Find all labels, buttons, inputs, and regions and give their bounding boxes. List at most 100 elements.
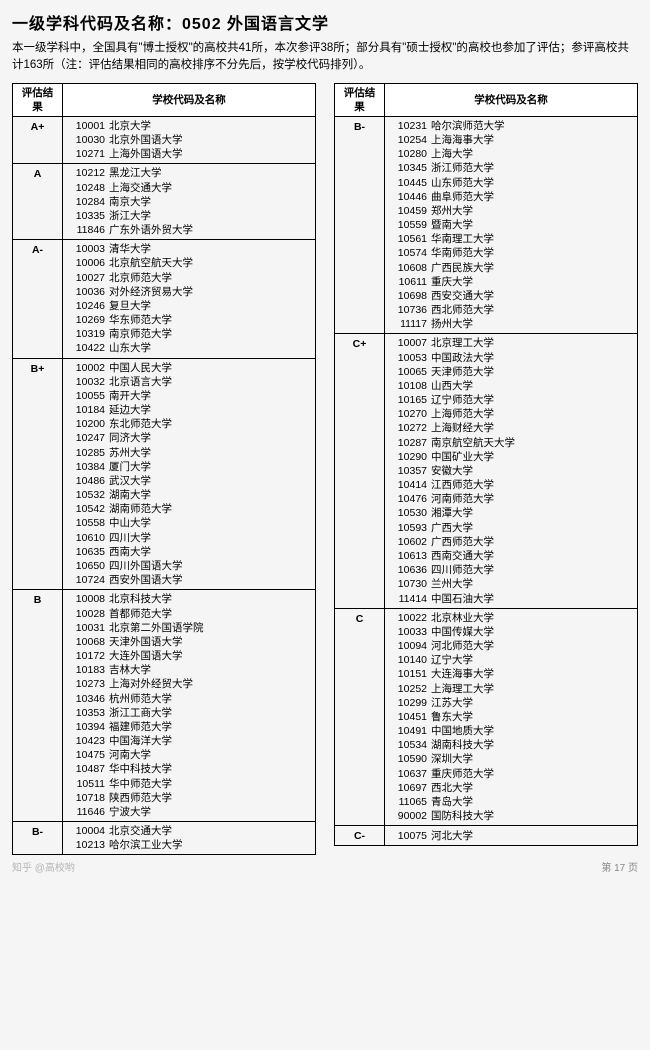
school-row: 10273上海对外经贸大学 xyxy=(69,677,309,691)
school-row: 10172大连外国语大学 xyxy=(69,649,309,663)
school-row: 10319南京师范大学 xyxy=(69,327,309,341)
school-row: 10068天津外国语大学 xyxy=(69,635,309,649)
school-row: 10108山西大学 xyxy=(391,379,631,393)
school-row: 11065青岛大学 xyxy=(391,795,631,809)
school-row: 10140辽宁大学 xyxy=(391,653,631,667)
school-row: 10697西北大学 xyxy=(391,781,631,795)
footer: 知乎 @高校哟 第 17 页 xyxy=(12,859,638,874)
right-table: 评估结果 学校代码及名称 B-10231哈尔滨师范大学10254上海海事大学10… xyxy=(334,83,638,847)
school-row: 10003清华大学 xyxy=(69,242,309,256)
school-row: 10252上海理工大学 xyxy=(391,682,631,696)
school-row: 10028首都师范大学 xyxy=(69,607,309,621)
school-row: 10534湖南科技大学 xyxy=(391,738,631,752)
school-row: 10561华南理工大学 xyxy=(391,232,631,246)
school-row: 10698西安交通大学 xyxy=(391,289,631,303)
school-row: 10183吉林大学 xyxy=(69,663,309,677)
school-row: 10032北京语言大学 xyxy=(69,375,309,389)
page-number: 第 17 页 xyxy=(601,859,638,874)
school-row: 10269华东师范大学 xyxy=(69,313,309,327)
grade-cell: A- xyxy=(13,240,63,358)
school-row: 10053中国政法大学 xyxy=(391,351,631,365)
school-row: 10031北京第二外国语学院 xyxy=(69,621,309,635)
school-row: 10065天津师范大学 xyxy=(391,365,631,379)
schools-cell: 10075河北大学 xyxy=(385,826,638,846)
header-school: 学校代码及名称 xyxy=(385,83,638,116)
school-row: 10459郑州大学 xyxy=(391,204,631,218)
school-row: 10345浙江师范大学 xyxy=(391,161,631,175)
school-row: 10384厦门大学 xyxy=(69,460,309,474)
schools-cell: 10002中国人民大学10032北京语言大学10055南开大学10184延边大学… xyxy=(63,358,316,590)
school-row: 10254上海海事大学 xyxy=(391,133,631,147)
school-row: 10001北京大学 xyxy=(69,119,309,133)
school-row: 10637重庆师范大学 xyxy=(391,767,631,781)
schools-cell: 10212黑龙江大学10248上海交通大学10284南京大学10335浙江大学1… xyxy=(63,164,316,240)
school-row: 10271上海外国语大学 xyxy=(69,147,309,161)
grade-cell: C xyxy=(335,608,385,826)
school-row: 10007北京理工大学 xyxy=(391,336,631,350)
watermark: 知乎 @高校哟 xyxy=(12,859,75,874)
school-row: 10394福建师范大学 xyxy=(69,720,309,734)
school-row: 10285苏州大学 xyxy=(69,446,309,460)
grade-cell: B xyxy=(13,590,63,822)
schools-cell: 10022北京林业大学10033中国传媒大学10094河北师范大学10140辽宁… xyxy=(385,608,638,826)
school-row: 10593广西大学 xyxy=(391,521,631,535)
school-row: 10414江西师范大学 xyxy=(391,478,631,492)
grade-cell: A xyxy=(13,164,63,240)
school-row: 10451鲁东大学 xyxy=(391,710,631,724)
schools-cell: 10003清华大学10006北京航空航天大学10027北京师范大学10036对外… xyxy=(63,240,316,358)
school-row: 10006北京航空航天大学 xyxy=(69,256,309,270)
school-row: 10445山东师范大学 xyxy=(391,176,631,190)
right-column: 评估结果 学校代码及名称 B-10231哈尔滨师范大学10254上海海事大学10… xyxy=(334,83,638,856)
school-row: 10030北京外国语大学 xyxy=(69,133,309,147)
grade-cell: B- xyxy=(13,822,63,855)
schools-cell: 10231哈尔滨师范大学10254上海海事大学10280上海大学10345浙江师… xyxy=(385,116,638,334)
left-table: 评估结果 学校代码及名称 A+10001北京大学10030北京外国语大学1027… xyxy=(12,83,316,856)
intro-text: 本一级学科中，全国具有"博士授权"的高校共41所，本次参评38所；部分具有"硕士… xyxy=(12,40,638,75)
header-grade: 评估结果 xyxy=(13,83,63,116)
grade-cell: B+ xyxy=(13,358,63,590)
school-row: 11646宁波大学 xyxy=(69,805,309,819)
school-row: 10231哈尔滨师范大学 xyxy=(391,119,631,133)
school-row: 10346杭州师范大学 xyxy=(69,692,309,706)
school-row: 10165辽宁师范大学 xyxy=(391,393,631,407)
school-row: 10476河南师范大学 xyxy=(391,492,631,506)
school-row: 10008北京科技大学 xyxy=(69,592,309,606)
school-row: 10650四川外国语大学 xyxy=(69,559,309,573)
school-row: 11414中国石油大学 xyxy=(391,592,631,606)
school-row: 10353浙江工商大学 xyxy=(69,706,309,720)
school-row: 10335浙江大学 xyxy=(69,209,309,223)
school-row: 10247同济大学 xyxy=(69,431,309,445)
ranking-tables: 评估结果 学校代码及名称 A+10001北京大学10030北京外国语大学1027… xyxy=(12,83,638,856)
school-row: 10212黑龙江大学 xyxy=(69,166,309,180)
school-row: 10602广西师范大学 xyxy=(391,535,631,549)
grade-cell: C+ xyxy=(335,334,385,608)
school-row: 10151大连海事大学 xyxy=(391,667,631,681)
school-row: 10718陕西师范大学 xyxy=(69,791,309,805)
school-row: 10636四川师范大学 xyxy=(391,563,631,577)
school-row: 10530湘潭大学 xyxy=(391,506,631,520)
school-row: 10542湖南师范大学 xyxy=(69,502,309,516)
school-row: 10487华中科技大学 xyxy=(69,762,309,776)
school-row: 10486武汉大学 xyxy=(69,474,309,488)
school-row: 10036对外经济贸易大学 xyxy=(69,285,309,299)
school-row: 10200东北师范大学 xyxy=(69,417,309,431)
school-row: 10736西北师范大学 xyxy=(391,303,631,317)
school-row: 10272上海财经大学 xyxy=(391,421,631,435)
school-row: 10422山东大学 xyxy=(69,341,309,355)
school-row: 10730兰州大学 xyxy=(391,577,631,591)
school-row: 10248上海交通大学 xyxy=(69,181,309,195)
schools-cell: 10007北京理工大学10053中国政法大学10065天津师范大学10108山西… xyxy=(385,334,638,608)
school-row: 10075河北大学 xyxy=(391,829,631,843)
school-row: 10559暨南大学 xyxy=(391,218,631,232)
page-title: 一级学科代码及名称：0502 外国语言文学 xyxy=(12,10,638,34)
school-row: 10094河北师范大学 xyxy=(391,639,631,653)
schools-cell: 10008北京科技大学10028首都师范大学10031北京第二外国语学院1006… xyxy=(63,590,316,822)
school-row: 10213哈尔滨工业大学 xyxy=(69,838,309,852)
school-row: 10290中国矿业大学 xyxy=(391,450,631,464)
school-row: 10184延边大学 xyxy=(69,403,309,417)
schools-cell: 10001北京大学10030北京外国语大学10271上海外国语大学 xyxy=(63,116,316,164)
school-row: 10423中国海洋大学 xyxy=(69,734,309,748)
school-row: 10027北京师范大学 xyxy=(69,271,309,285)
school-row: 10558中山大学 xyxy=(69,516,309,530)
school-row: 10611重庆大学 xyxy=(391,275,631,289)
